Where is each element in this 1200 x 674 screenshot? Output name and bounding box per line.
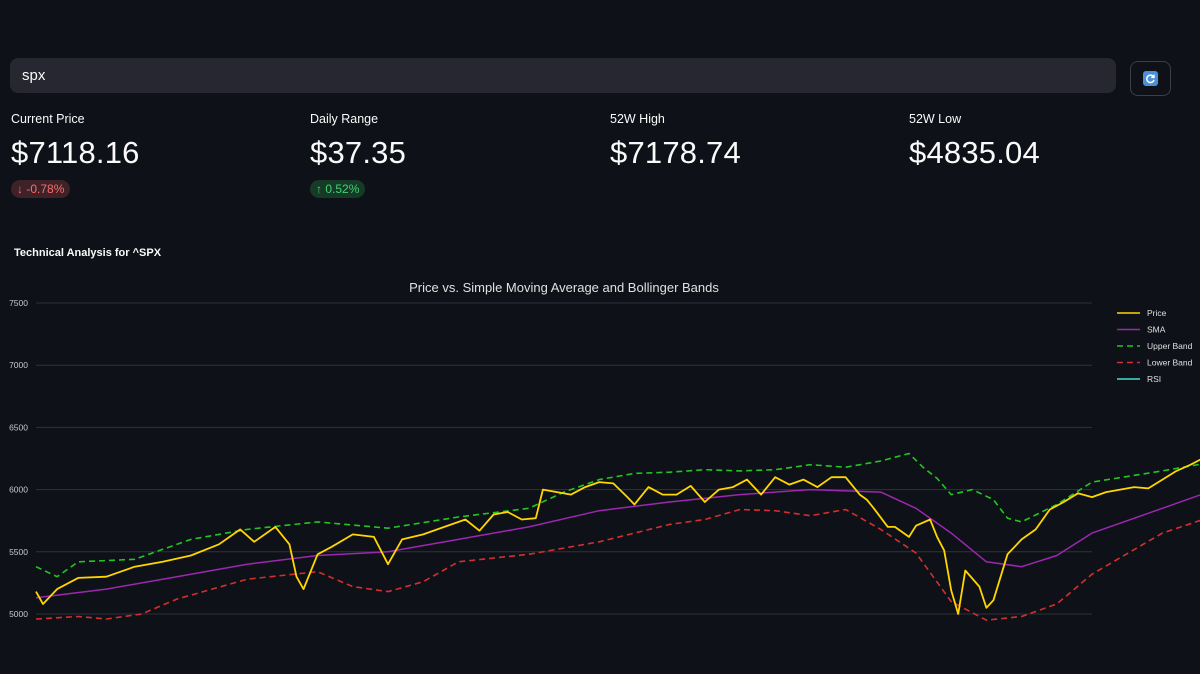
arrow-down-icon: ↓ bbox=[17, 182, 23, 196]
y-tick-label: 5000 bbox=[9, 609, 28, 619]
legend-label: SMA bbox=[1147, 325, 1166, 335]
metric-label: 52W High bbox=[610, 112, 665, 126]
legend-label: Lower Band bbox=[1147, 358, 1193, 368]
y-tick-label: 5500 bbox=[9, 547, 28, 557]
delta-badge: ↓ -0.78% bbox=[11, 180, 71, 198]
arrow-up-icon: ↑ bbox=[316, 182, 322, 196]
legend-label: Upper Band bbox=[1147, 341, 1193, 351]
delta-value: 0.52% bbox=[325, 182, 360, 196]
metric-label: Current Price bbox=[11, 112, 85, 126]
series-line-sma bbox=[35, 488, 1200, 599]
metric-value: $7178.74 bbox=[610, 135, 741, 170]
chart-title: Price vs. Simple Moving Average and Boll… bbox=[409, 280, 719, 295]
metric-current-price: Current Price $7118.16 ↓ -0.78% bbox=[11, 112, 140, 198]
y-tick-label: 6500 bbox=[9, 422, 28, 432]
delta-value: -0.78% bbox=[26, 182, 65, 196]
section-heading: Technical Analysis for ^SPX bbox=[14, 247, 162, 259]
ticker-search-input[interactable] bbox=[10, 58, 1116, 93]
metric-value: $37.35 bbox=[310, 135, 407, 170]
y-tick-label: 7000 bbox=[9, 360, 28, 370]
metric-value: $7118.16 bbox=[11, 135, 140, 170]
price-chart: Price vs. Simple Moving Average and Boll… bbox=[9, 280, 1200, 621]
refresh-button[interactable] bbox=[1130, 61, 1171, 96]
series-line-upper-band bbox=[35, 452, 1200, 578]
metric-52w-high: 52W High $7178.74 bbox=[610, 112, 741, 171]
refresh-icon bbox=[1143, 71, 1158, 86]
metric-daily-range: Daily Range $37.35 ↑ 0.52% bbox=[310, 112, 406, 198]
y-tick-label: 7500 bbox=[9, 298, 28, 308]
metric-value: $4835.04 bbox=[909, 135, 1040, 170]
series-line-price bbox=[35, 458, 1200, 615]
metric-52w-low: 52W Low $4835.04 bbox=[909, 112, 1040, 171]
metric-label: Daily Range bbox=[310, 112, 379, 126]
legend-label: RSI bbox=[1147, 374, 1161, 384]
metric-label: 52W Low bbox=[909, 112, 962, 126]
delta-badge: ↑ 0.52% bbox=[310, 180, 366, 198]
y-tick-label: 6000 bbox=[9, 485, 28, 495]
series-line-lower-band bbox=[35, 508, 1200, 621]
legend-label: Price bbox=[1147, 308, 1167, 318]
